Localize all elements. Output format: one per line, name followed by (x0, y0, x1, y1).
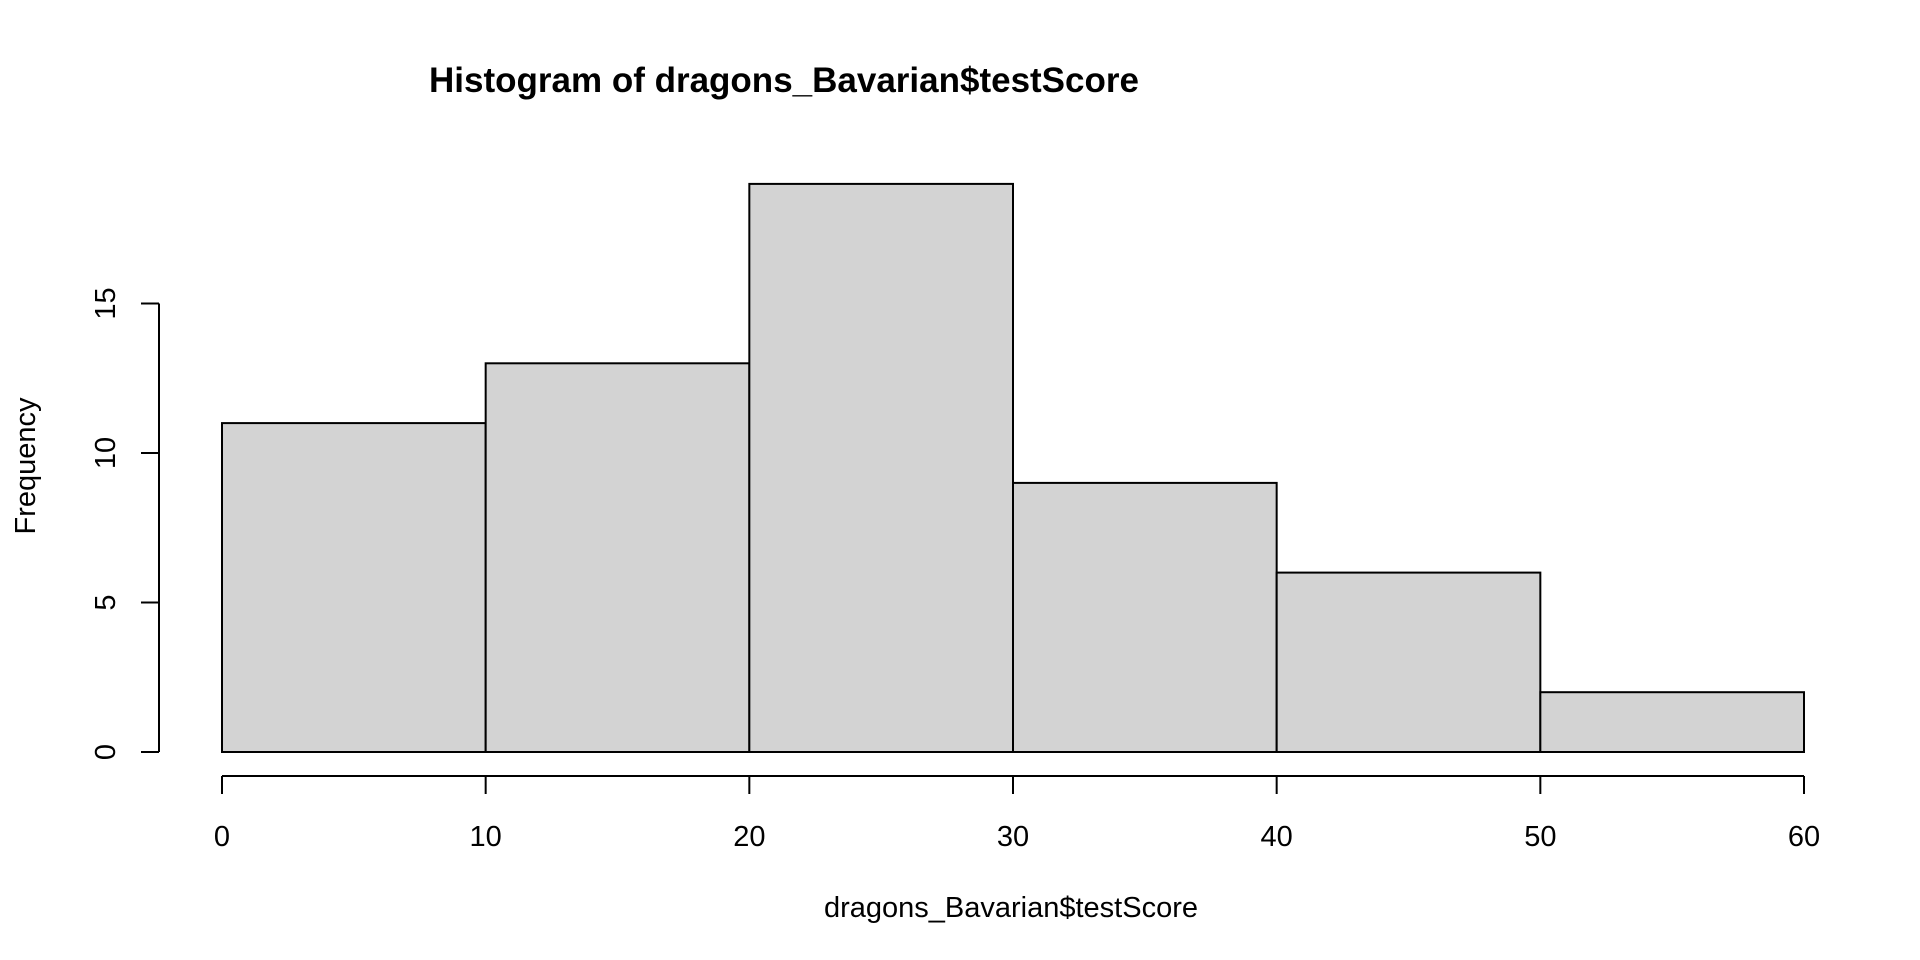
y-axis: 0 5 10 15 (90, 287, 160, 760)
y-tick-label: 0 (90, 744, 122, 760)
histogram-bar-30-40 (1012, 481, 1278, 753)
histogram-bar-50-60 (1539, 691, 1806, 754)
x-tick-label: 0 (214, 821, 230, 853)
histogram-bar-10-20 (484, 362, 751, 753)
x-axis-label: dragons_Bavarian$testScore (824, 892, 1198, 924)
x-tick-label: 60 (1788, 821, 1820, 853)
x-tick-label: 40 (1261, 821, 1293, 853)
x-tick-label: 20 (733, 821, 765, 853)
y-tick-label: 10 (90, 437, 122, 469)
chart-title: Histogram of dragons_Bavarian$testScore (429, 61, 1139, 100)
x-tick-label: 30 (997, 821, 1029, 853)
x-axis: 0 10 20 30 40 50 60 (214, 775, 1820, 853)
histogram-bar-40-50 (1275, 571, 1542, 753)
histogram-bar-0-10 (221, 422, 487, 753)
histogram-bar-20-30 (748, 182, 1014, 753)
x-tick-label: 10 (470, 821, 502, 853)
y-tick-label: 5 (90, 594, 122, 610)
y-tick-label: 15 (90, 287, 122, 319)
x-tick-label: 50 (1524, 821, 1556, 853)
bars-group (221, 182, 1806, 754)
y-axis-label: Frequency (10, 397, 42, 535)
